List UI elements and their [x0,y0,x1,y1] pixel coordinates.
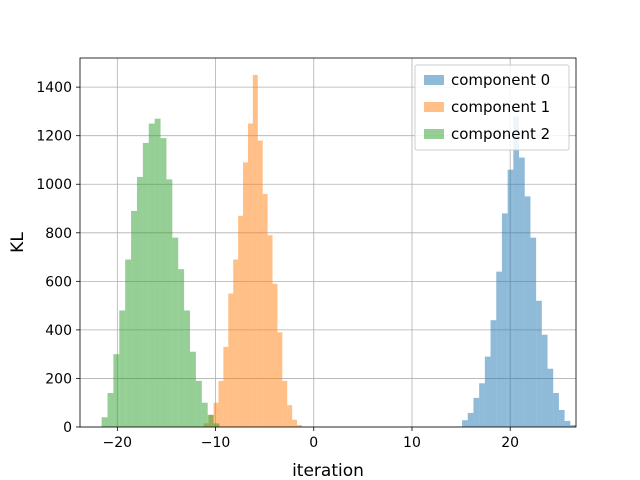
legend-swatch [424,102,444,112]
histogram-bar [107,393,114,427]
histogram-bar [142,142,149,427]
histogram-bar [201,402,208,427]
histogram-bar [233,259,239,427]
x-tick-label: −20 [103,435,133,451]
histogram-bar [558,410,565,427]
series-0 [456,116,576,428]
histogram-bar [536,300,542,427]
y-tick-label: 600 [45,274,72,290]
y-tick-label: 0 [63,420,72,436]
histogram-bar [570,425,576,427]
histogram-bar [484,356,491,427]
histogram-bar [172,237,179,427]
histogram-bar [166,179,173,427]
histogram-bar [282,380,288,427]
histogram-bar [238,215,244,427]
histogram-bar [252,74,258,428]
histogram-bar [178,269,185,427]
histogram-bar [541,334,548,427]
histogram-bar [184,310,191,427]
histogram-bar [530,237,537,427]
histogram-bar [195,380,202,427]
histogram-bar [467,412,474,427]
histogram-bar [113,354,120,427]
histogram-bar [131,210,137,427]
legend-box [414,64,570,151]
bars [101,74,576,428]
histogram-bar [507,169,514,427]
x-tick-label: 20 [501,435,519,451]
x-axis-label: iteration [292,461,364,480]
histogram-bar [277,332,283,427]
x-tick-label: −10 [201,435,231,451]
y-tick-label: 800 [45,226,72,242]
histogram-bar [490,320,497,427]
histogram-bar [287,405,293,427]
histogram-bar [101,417,108,427]
histogram-bar [547,368,554,427]
legend-swatch [424,75,444,85]
histogram-bar [553,393,559,427]
y-tick-label: 400 [45,323,72,339]
legend: component 0 component 1 component 2 [414,64,570,151]
histogram-bar [519,157,525,427]
x-axis: −20 −10 0 10 20 [103,427,519,451]
histogram-bar [564,420,571,427]
y-tick-label: 1200 [36,129,72,145]
histogram-bar [213,402,219,427]
histogram-bar [223,346,229,427]
legend-label: component 0 [451,71,550,89]
plot-frame [79,57,577,428]
histogram-bar [243,162,248,427]
histogram-bar [496,271,502,427]
y-tick-label: 1000 [36,177,72,193]
histogram-bar [228,293,234,427]
histogram-bar [262,193,268,427]
histogram-bar [125,259,132,427]
histogram-bar [473,397,480,427]
y-tick-label: 200 [45,371,72,387]
histogram-bar [148,123,155,427]
histogram-bar [160,138,167,427]
y-axis: 0 200 400 600 800 1000 1200 1400 [36,80,80,436]
histogram-bar [207,414,214,427]
legend-swatch [424,129,444,139]
histogram-bar [501,213,508,427]
histogram-bar [292,419,298,427]
histogram-bar [218,380,224,427]
histogram-bar [479,383,485,427]
histogram-bar [267,235,273,427]
y-tick-label: 1400 [36,80,72,96]
histogram-bar [247,123,253,427]
x-tick-label: 10 [403,435,421,451]
histogram-bar [513,116,520,428]
x-tick-label: 0 [309,435,318,451]
histogram-bar [119,310,126,427]
series-1 [203,74,302,428]
histogram-bar [136,176,143,427]
histogram-bar [524,196,531,427]
y-axis-label: KL [8,232,28,253]
histogram-bar [462,420,468,427]
series-2 [101,118,220,427]
histogram-bar [190,351,196,427]
legend-label: component 1 [451,98,550,116]
histogram-bar [257,140,263,427]
histogram-bar [272,283,278,427]
legend-label: component 2 [451,125,550,143]
histogram-bar [297,425,302,427]
histogram-bar [213,423,220,427]
histogram-bar [154,118,161,427]
